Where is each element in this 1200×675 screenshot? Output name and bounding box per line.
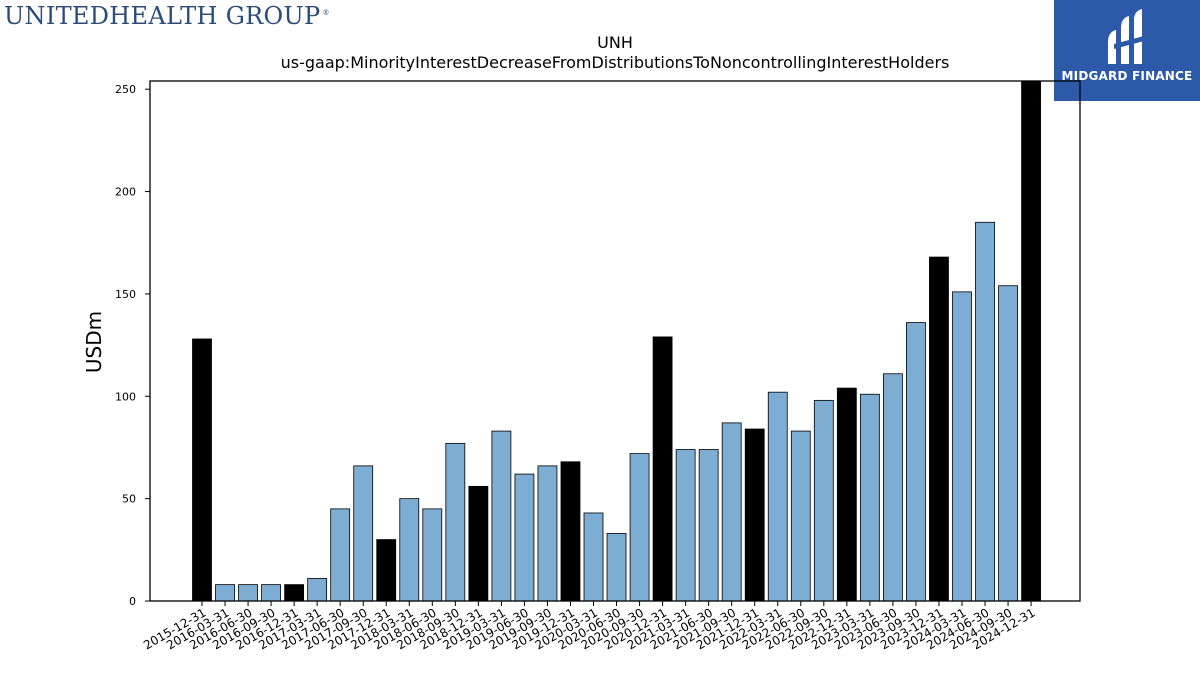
- bar-2024-09-30: [998, 285, 1018, 602]
- bar-2022-09-30: [813, 399, 834, 602]
- x-axis: 2015-12-312016-03-312016-06-302016-09-30…: [141, 601, 1038, 652]
- y-axis: 0 50 100 150 200 250: [115, 83, 150, 608]
- bar-2022-03-31: [767, 391, 788, 602]
- bar-2019-03-31: [491, 430, 512, 602]
- bar-2022-12-31: [836, 387, 857, 602]
- bar-2021-12-31: [744, 428, 765, 602]
- bar-2023-09-30: [906, 322, 926, 602]
- registered-mark: ®: [322, 9, 330, 17]
- bar-2016-12-31: [284, 584, 305, 602]
- bar-2016-09-30: [261, 584, 281, 602]
- bar-2023-06-30: [883, 373, 903, 602]
- bar-2018-09-30: [445, 442, 466, 602]
- bar-2024-06-30: [975, 221, 995, 602]
- bar-2016-03-31: [215, 584, 235, 602]
- bar-2017-06-30: [330, 508, 351, 602]
- bar-2015-12-31: [192, 338, 212, 602]
- y-tick-label: 0: [129, 595, 136, 608]
- y-axis-label: USDm: [82, 311, 106, 373]
- bar-2019-06-30: [514, 473, 535, 602]
- bar-2017-12-31: [376, 539, 397, 602]
- bars-group: [192, 80, 1041, 602]
- bar-2018-06-30: [422, 508, 443, 602]
- bar-2020-03-31: [583, 512, 604, 602]
- bar-2023-12-31: [929, 256, 949, 602]
- bar-2017-03-31: [307, 578, 328, 602]
- bar-2023-03-31: [859, 393, 880, 602]
- y-tick-label: 250: [115, 83, 136, 96]
- bar-2020-09-30: [629, 453, 650, 602]
- company-logo-text: UNITEDHEALTH GROUP: [4, 2, 321, 30]
- bar-2017-09-30: [353, 465, 374, 602]
- y-tick-label: 150: [115, 288, 136, 301]
- bar-2020-06-30: [606, 533, 627, 602]
- bar-2016-06-30: [238, 584, 258, 602]
- bar-2020-12-31: [652, 336, 673, 602]
- plot-frame: [149, 80, 1081, 602]
- bar-2021-06-30: [698, 449, 719, 602]
- y-tick-label: 50: [122, 493, 136, 506]
- brand-name: MIDGARD FINANCE: [1061, 69, 1193, 83]
- bar-2021-03-31: [675, 449, 696, 602]
- bar-2019-09-30: [537, 465, 558, 602]
- chart-subtitle: us-gaap:MinorityInterestDecreaseFromDist…: [281, 53, 950, 72]
- bar-2022-06-30: [790, 430, 811, 602]
- midgard-finance-logo: MIDGARD FINANCE: [1054, 0, 1200, 101]
- bar-2018-03-31: [399, 498, 420, 602]
- y-tick-label: 100: [115, 390, 136, 403]
- bar-2018-12-31: [468, 485, 489, 602]
- unitedhealth-group-logo: UNITEDHEALTH GROUP ®: [4, 2, 330, 30]
- midgard-m-logo-icon: [1108, 9, 1144, 64]
- bar-2024-12-31: [1021, 80, 1041, 602]
- bar-2019-12-31: [560, 461, 581, 602]
- chart-title: UNH: [597, 33, 633, 52]
- y-tick-label: 200: [115, 186, 136, 199]
- bar-2021-09-30: [721, 422, 742, 602]
- bar-2024-03-31: [952, 291, 972, 602]
